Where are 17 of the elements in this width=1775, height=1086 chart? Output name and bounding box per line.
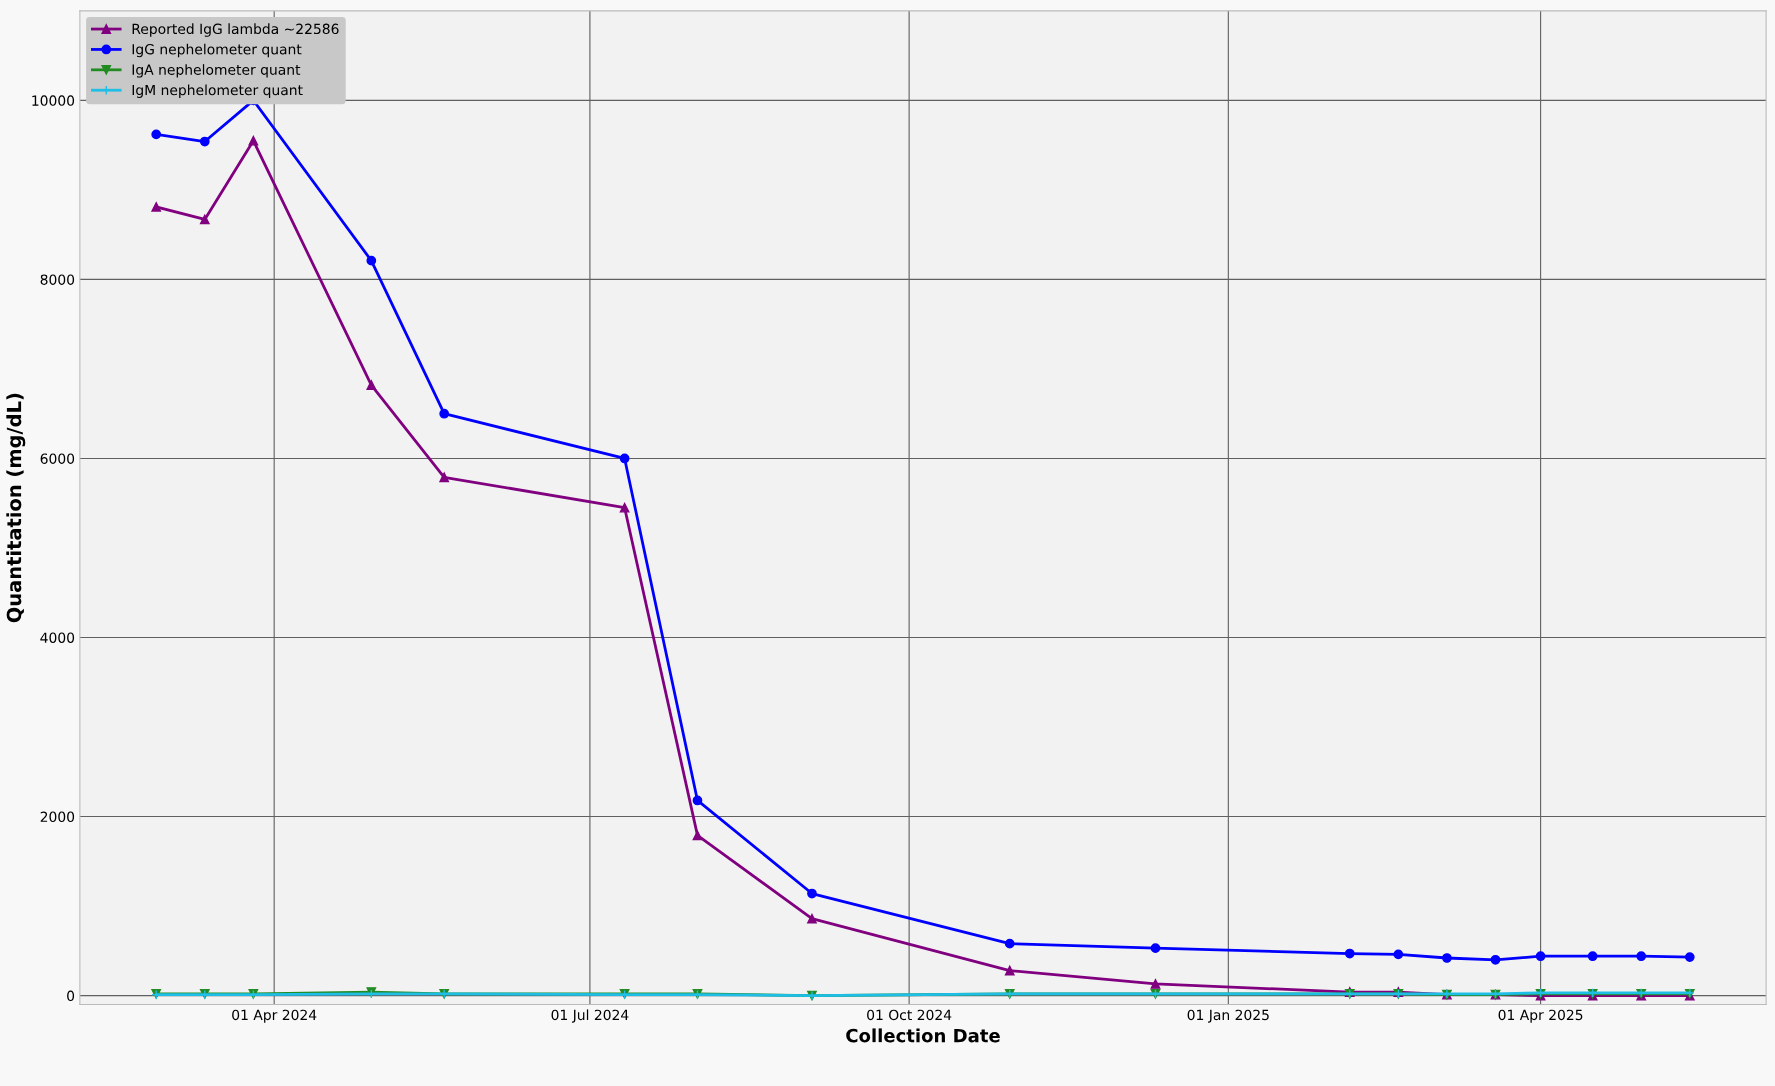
y-tick-label: 2000 bbox=[40, 811, 75, 823]
x-tick-label: 01 Jan 2025 bbox=[1187, 1009, 1269, 1023]
legend-label: IgM nephelometer quant bbox=[132, 84, 303, 98]
y-tick-label: 10000 bbox=[32, 95, 75, 106]
y-tick-label: 8000 bbox=[40, 274, 75, 285]
legend-label: IgG nephelometer quant bbox=[132, 43, 302, 58]
x-tick-label: 01 Jul 2024 bbox=[551, 1009, 629, 1023]
y-tick-label: 6000 bbox=[40, 453, 75, 464]
y-tick-label: 0 bbox=[67, 990, 75, 1002]
y-tick-label: 4000 bbox=[40, 632, 75, 643]
y-axis-title: Quantitation (mg/dL) bbox=[6, 393, 26, 623]
x-tick-label: 01 Oct 2024 bbox=[867, 1009, 952, 1021]
legend-label: IgA nephelometer quant bbox=[132, 64, 301, 78]
x-axis-title: Collection Date bbox=[846, 1028, 1000, 1043]
x-tick-label: 01 Apr 2025 bbox=[1498, 1009, 1583, 1023]
legend-label: Reported IgG lambda ~22586 bbox=[132, 23, 339, 37]
x-tick-label: 01 Apr 2024 bbox=[232, 1009, 317, 1023]
